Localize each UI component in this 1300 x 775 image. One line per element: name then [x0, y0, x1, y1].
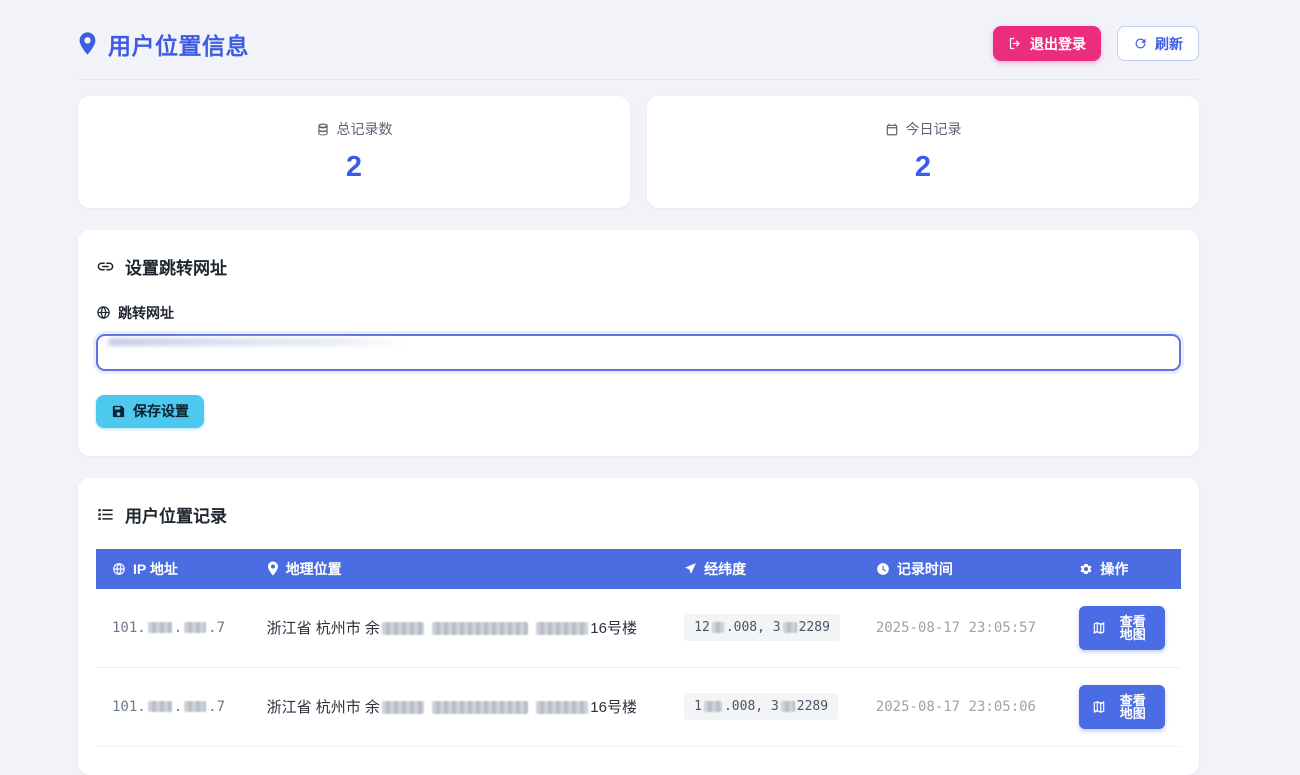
redacted-text	[536, 701, 589, 714]
clock-icon	[876, 562, 889, 575]
redirect-settings-card: 设置跳转网址 跳转网址 保存设置	[78, 229, 1199, 456]
redirect-url-label: 跳转网址	[118, 304, 174, 321]
redacted-text	[147, 700, 172, 712]
gear-icon	[1080, 563, 1092, 574]
redirect-url-input[interactable]	[96, 333, 1181, 371]
redacted-text	[711, 622, 724, 633]
table-row: 101.. .7 浙江省 杭州市 余 16号楼 12.008, 3 2289 202…	[96, 588, 1181, 668]
redacted-text	[536, 622, 589, 635]
location-records-title-wrap: 用户位置记录	[96, 502, 1181, 527]
stat-total-label-wrap: 总记录数	[316, 119, 393, 139]
logout-button[interactable]: 退出登录	[993, 26, 1101, 61]
redacted-text	[432, 622, 529, 635]
column-header-ip: IP 地址	[96, 548, 251, 589]
refresh-button[interactable]: 刷新	[1117, 26, 1199, 61]
save-icon	[112, 405, 125, 417]
location-pin-icon	[79, 32, 96, 55]
calendar-icon	[886, 123, 897, 135]
action-cell: 查看地图	[1063, 588, 1181, 668]
redacted-text	[381, 701, 424, 714]
time-cell: 2025-08-17 23:05:57	[859, 588, 1064, 668]
redacted-text	[782, 622, 797, 633]
redacted-text	[432, 701, 529, 714]
logout-icon	[1009, 37, 1020, 50]
redirect-url-label-wrap: 跳转网址	[96, 303, 1181, 323]
location-cell: 浙江省 杭州市 余 16号楼	[250, 667, 669, 747]
action-cell: 查看地图	[1063, 667, 1181, 747]
redacted-text	[184, 621, 207, 633]
column-header-location: 地理位置	[250, 548, 669, 589]
stat-today-label-wrap: 今日记录	[885, 119, 962, 139]
view-map-button-label: 查看地图	[1119, 613, 1146, 642]
save-settings-label: 保存设置	[133, 403, 189, 419]
view-map-button[interactable]: 查看地图	[1079, 605, 1165, 650]
view-map-button[interactable]: 查看地图	[1079, 684, 1165, 729]
records-table-head: IP 地址 地理位置	[96, 548, 1181, 589]
records-table-body: 101.. .7 浙江省 杭州市 余 16号楼 12.008, 3 2289 202…	[96, 588, 1181, 747]
redacted-text	[184, 700, 207, 712]
view-map-button-label: 查看地图	[1119, 692, 1146, 721]
stat-total-value: 2	[345, 150, 363, 183]
stat-today-label: 今日记录	[905, 121, 962, 137]
stats-row: 总记录数 2 今日记录 2	[78, 96, 1199, 208]
redirect-settings-title: 设置跳转网址	[125, 258, 227, 278]
ip-cell: 101.. .7	[96, 588, 251, 668]
globe-icon	[113, 562, 125, 575]
navigation-icon	[685, 563, 697, 574]
header-actions: 退出登录 刷新	[993, 26, 1199, 61]
column-header-action: 操作	[1063, 548, 1181, 589]
refresh-button-label: 刷新	[1155, 35, 1183, 52]
redacted-text	[780, 701, 795, 712]
database-icon	[317, 123, 328, 135]
ip-cell: 101.. .7	[96, 667, 251, 747]
redirect-url-input-wrap	[96, 333, 1181, 371]
map-icon	[1094, 621, 1105, 634]
logout-button-label: 退出登录	[1030, 35, 1086, 52]
column-header-coordinates: 经纬度	[668, 548, 860, 589]
stat-today-value: 2	[914, 150, 932, 183]
column-header-time: 记录时间	[859, 548, 1064, 589]
save-settings-button[interactable]: 保存设置	[96, 394, 204, 428]
table-row: 101.. .7 浙江省 杭州市 余 16号楼 1.008, 3 2289 2025…	[96, 667, 1181, 747]
page-title: 用户位置信息	[108, 32, 249, 59]
coordinates-cell: 12.008, 3 2289	[668, 588, 860, 668]
refresh-icon	[1135, 38, 1146, 49]
redirect-settings-title-wrap: 设置跳转网址	[96, 254, 1181, 279]
coordinates-badge: 12.008, 3 2289	[684, 614, 840, 641]
page-title-wrap: 用户位置信息	[78, 27, 249, 61]
location-records-card: 用户位置记录 IP 地址	[78, 477, 1199, 775]
stat-total-label: 总记录数	[336, 121, 393, 137]
coordinates-cell: 1.008, 3 2289	[668, 667, 860, 747]
globe-icon	[97, 306, 110, 319]
page: 用户位置信息 退出登录 刷新	[78, 0, 1199, 775]
location-cell: 浙江省 杭州市 余 16号楼	[250, 588, 669, 668]
redacted-text	[703, 701, 722, 712]
list-icon	[98, 508, 113, 520]
location-records-title: 用户位置记录	[125, 506, 227, 526]
stat-card-total-records: 总记录数 2	[78, 96, 630, 208]
pin-icon	[267, 561, 278, 576]
redacted-text	[381, 622, 424, 635]
redacted-text	[147, 621, 172, 633]
page-header: 用户位置信息 退出登录 刷新	[78, 26, 1199, 80]
map-icon	[1094, 700, 1105, 713]
coordinates-badge: 1.008, 3 2289	[684, 693, 839, 720]
records-table: IP 地址 地理位置	[96, 548, 1181, 747]
time-cell: 2025-08-17 23:05:06	[859, 667, 1064, 747]
stat-card-today-records: 今日记录 2	[647, 96, 1199, 208]
link-icon	[97, 262, 114, 270]
